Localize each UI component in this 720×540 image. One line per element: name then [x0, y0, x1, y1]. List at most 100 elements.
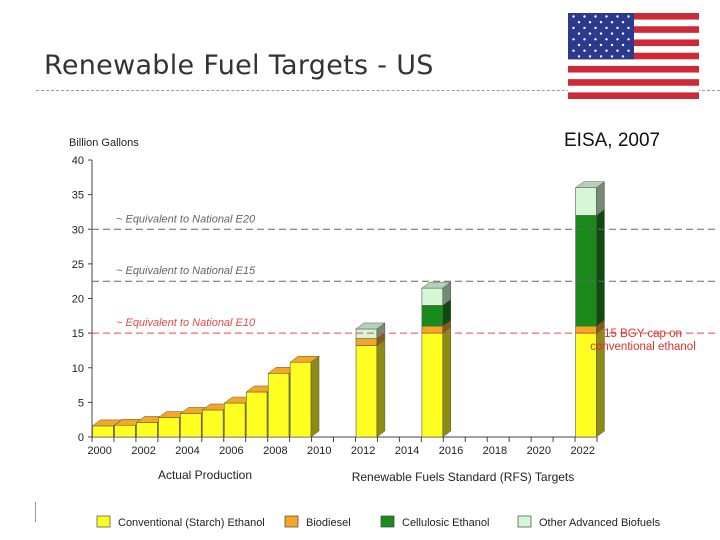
flag-star — [610, 32, 614, 35]
flag-star — [583, 49, 586, 52]
flag-star — [577, 43, 581, 47]
flag-star — [583, 60, 586, 64]
flag-star — [599, 43, 603, 47]
flag-star — [594, 60, 597, 64]
flag-star — [621, 43, 625, 47]
bar-segment — [421, 325, 444, 334]
flag-star — [599, 21, 603, 24]
bar-segment — [289, 361, 312, 438]
y-tick-label: 15 — [72, 328, 84, 340]
bar-top — [355, 322, 386, 330]
flag-star — [588, 32, 592, 35]
flag-star — [610, 55, 614, 58]
bar-segment — [421, 332, 444, 438]
bar-segment — [158, 417, 180, 438]
group-label-rfs: Renewable Fuels Standard (RFS) Targets — [352, 470, 575, 484]
flag-star — [577, 55, 581, 58]
bar-segment — [575, 187, 597, 216]
us-flag-icon — [568, 13, 699, 99]
flag-star — [583, 15, 586, 18]
x-tick-label: 2006 — [219, 445, 243, 457]
flag-star — [572, 38, 575, 41]
bar-segment — [245, 391, 268, 438]
flag-star — [616, 60, 619, 64]
y-tick-label: 5 — [78, 397, 84, 409]
flag-star — [588, 21, 592, 24]
reference-line-label: ~ Equivalent to National E10 — [116, 317, 256, 329]
flag-stripe — [568, 79, 699, 87]
flag-star — [577, 21, 581, 24]
x-tick-label: 2002 — [131, 445, 155, 457]
x-tick-label: 2010 — [307, 445, 331, 457]
reference-line-label: ~ Equivalent to National E20 — [116, 213, 256, 225]
flag-star — [627, 38, 630, 41]
bar-segment — [180, 413, 202, 438]
legend-swatch — [380, 515, 395, 528]
legend-swatch — [517, 515, 532, 528]
bar-segment-side — [310, 355, 320, 438]
flag-star — [616, 15, 619, 18]
title-divider — [36, 90, 720, 91]
flag-star — [605, 60, 608, 64]
flag-star — [599, 32, 603, 35]
bar-top — [421, 281, 452, 289]
legend-label: Other Advanced Biofuels — [539, 517, 661, 529]
slide-title: Renewable Fuel Targets - US — [44, 50, 434, 81]
y-tick-label: 10 — [72, 363, 84, 375]
chart-subtitle: EISA, 2007 — [564, 130, 660, 151]
legend-label: Conventional (Starch) Ethanol — [118, 517, 265, 529]
x-tick-label: 2008 — [263, 445, 287, 457]
flag-star — [594, 38, 597, 41]
flag-star — [605, 15, 608, 18]
flag-star — [594, 15, 597, 18]
flag-star — [588, 43, 592, 47]
y-tick-label: 30 — [72, 224, 84, 236]
flag-star — [594, 26, 597, 30]
reference-line-label: ~ Equivalent to National E15 — [116, 265, 256, 277]
group-label-actual: Actual Production — [158, 468, 252, 482]
flag-star — [588, 55, 592, 58]
bar-segment — [421, 305, 444, 327]
flag-star — [572, 15, 575, 18]
cap-annotation: conventional ethanol — [590, 341, 696, 353]
bar-segment — [202, 409, 224, 438]
bar-segment — [575, 325, 597, 334]
bar-segment — [355, 338, 378, 346]
flag-star — [572, 26, 575, 30]
x-tick-label: 2020 — [527, 445, 551, 457]
bar-segment — [223, 402, 246, 438]
flag-star — [621, 21, 625, 24]
bar-segment — [355, 328, 378, 339]
bar-segment — [114, 424, 136, 438]
flag-star — [627, 15, 630, 18]
flag-star — [627, 26, 630, 30]
x-tick-label: 2000 — [87, 445, 111, 457]
flag-star — [610, 21, 614, 24]
flag-star — [594, 49, 597, 52]
x-tick-label: 2014 — [395, 445, 419, 457]
flag-star — [599, 55, 603, 58]
bar-top — [574, 181, 606, 188]
flag-star — [577, 32, 581, 35]
flag-star — [583, 38, 586, 41]
y-tick-label: 40 — [72, 155, 84, 167]
bar-segment — [92, 425, 114, 438]
flag-star — [605, 38, 608, 41]
bar-segment — [136, 422, 158, 438]
flag-star — [572, 60, 575, 64]
flag-star — [610, 43, 614, 47]
flag-stripe — [568, 59, 699, 67]
y-tick-label: 35 — [72, 190, 84, 202]
flag-star — [605, 26, 608, 30]
bar-segment — [421, 287, 444, 306]
y-axis-label: Billion Gallons — [69, 137, 139, 149]
flag-star — [627, 49, 630, 52]
bar-top — [289, 355, 320, 363]
legend-label: Biodiesel — [306, 517, 351, 529]
bar-segment-side — [596, 208, 605, 327]
flag-star — [616, 26, 619, 30]
flag-star — [605, 49, 608, 52]
y-tick-label: 20 — [72, 294, 84, 306]
flag-canton — [568, 13, 634, 60]
legend-swatch — [284, 515, 299, 528]
